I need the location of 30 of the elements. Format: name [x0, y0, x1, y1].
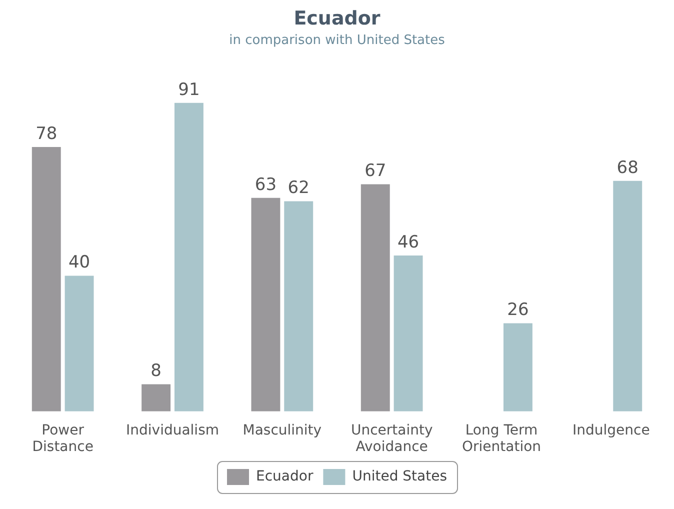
chart-title: Ecuador	[294, 7, 381, 30]
data-label: 26	[507, 300, 529, 320]
legend-label: United States	[352, 468, 448, 485]
x-tick-label: Masculinity	[242, 422, 322, 438]
bar	[251, 198, 280, 412]
bar	[32, 146, 61, 412]
bar	[64, 276, 94, 412]
bar	[503, 323, 532, 412]
x-tick-label: Individualism	[126, 422, 220, 438]
x-tick-label: Long Term Orientation	[462, 422, 542, 456]
data-label: 8	[150, 361, 162, 382]
x-tick-label: Power Distance	[32, 422, 94, 456]
data-label: 68	[616, 158, 638, 178]
data-label: 62	[288, 178, 310, 198]
legend-label: Ecuador	[256, 468, 314, 485]
data-label: 91	[178, 80, 200, 100]
chart-subtitle: in comparison with United States	[229, 32, 446, 48]
data-label: 40	[68, 252, 90, 273]
x-tick-label: Indulgence	[572, 422, 650, 438]
data-label: 63	[254, 174, 277, 195]
data-label: 78	[36, 124, 58, 144]
x-tick-label: Uncertainty Avoidance	[350, 422, 433, 456]
bar	[360, 184, 390, 412]
data-label: 46	[397, 232, 420, 252]
bar	[613, 180, 642, 412]
bar	[394, 255, 423, 412]
data-label: 67	[364, 161, 386, 182]
bar	[142, 384, 171, 412]
bar	[174, 102, 204, 412]
bar	[284, 201, 314, 412]
